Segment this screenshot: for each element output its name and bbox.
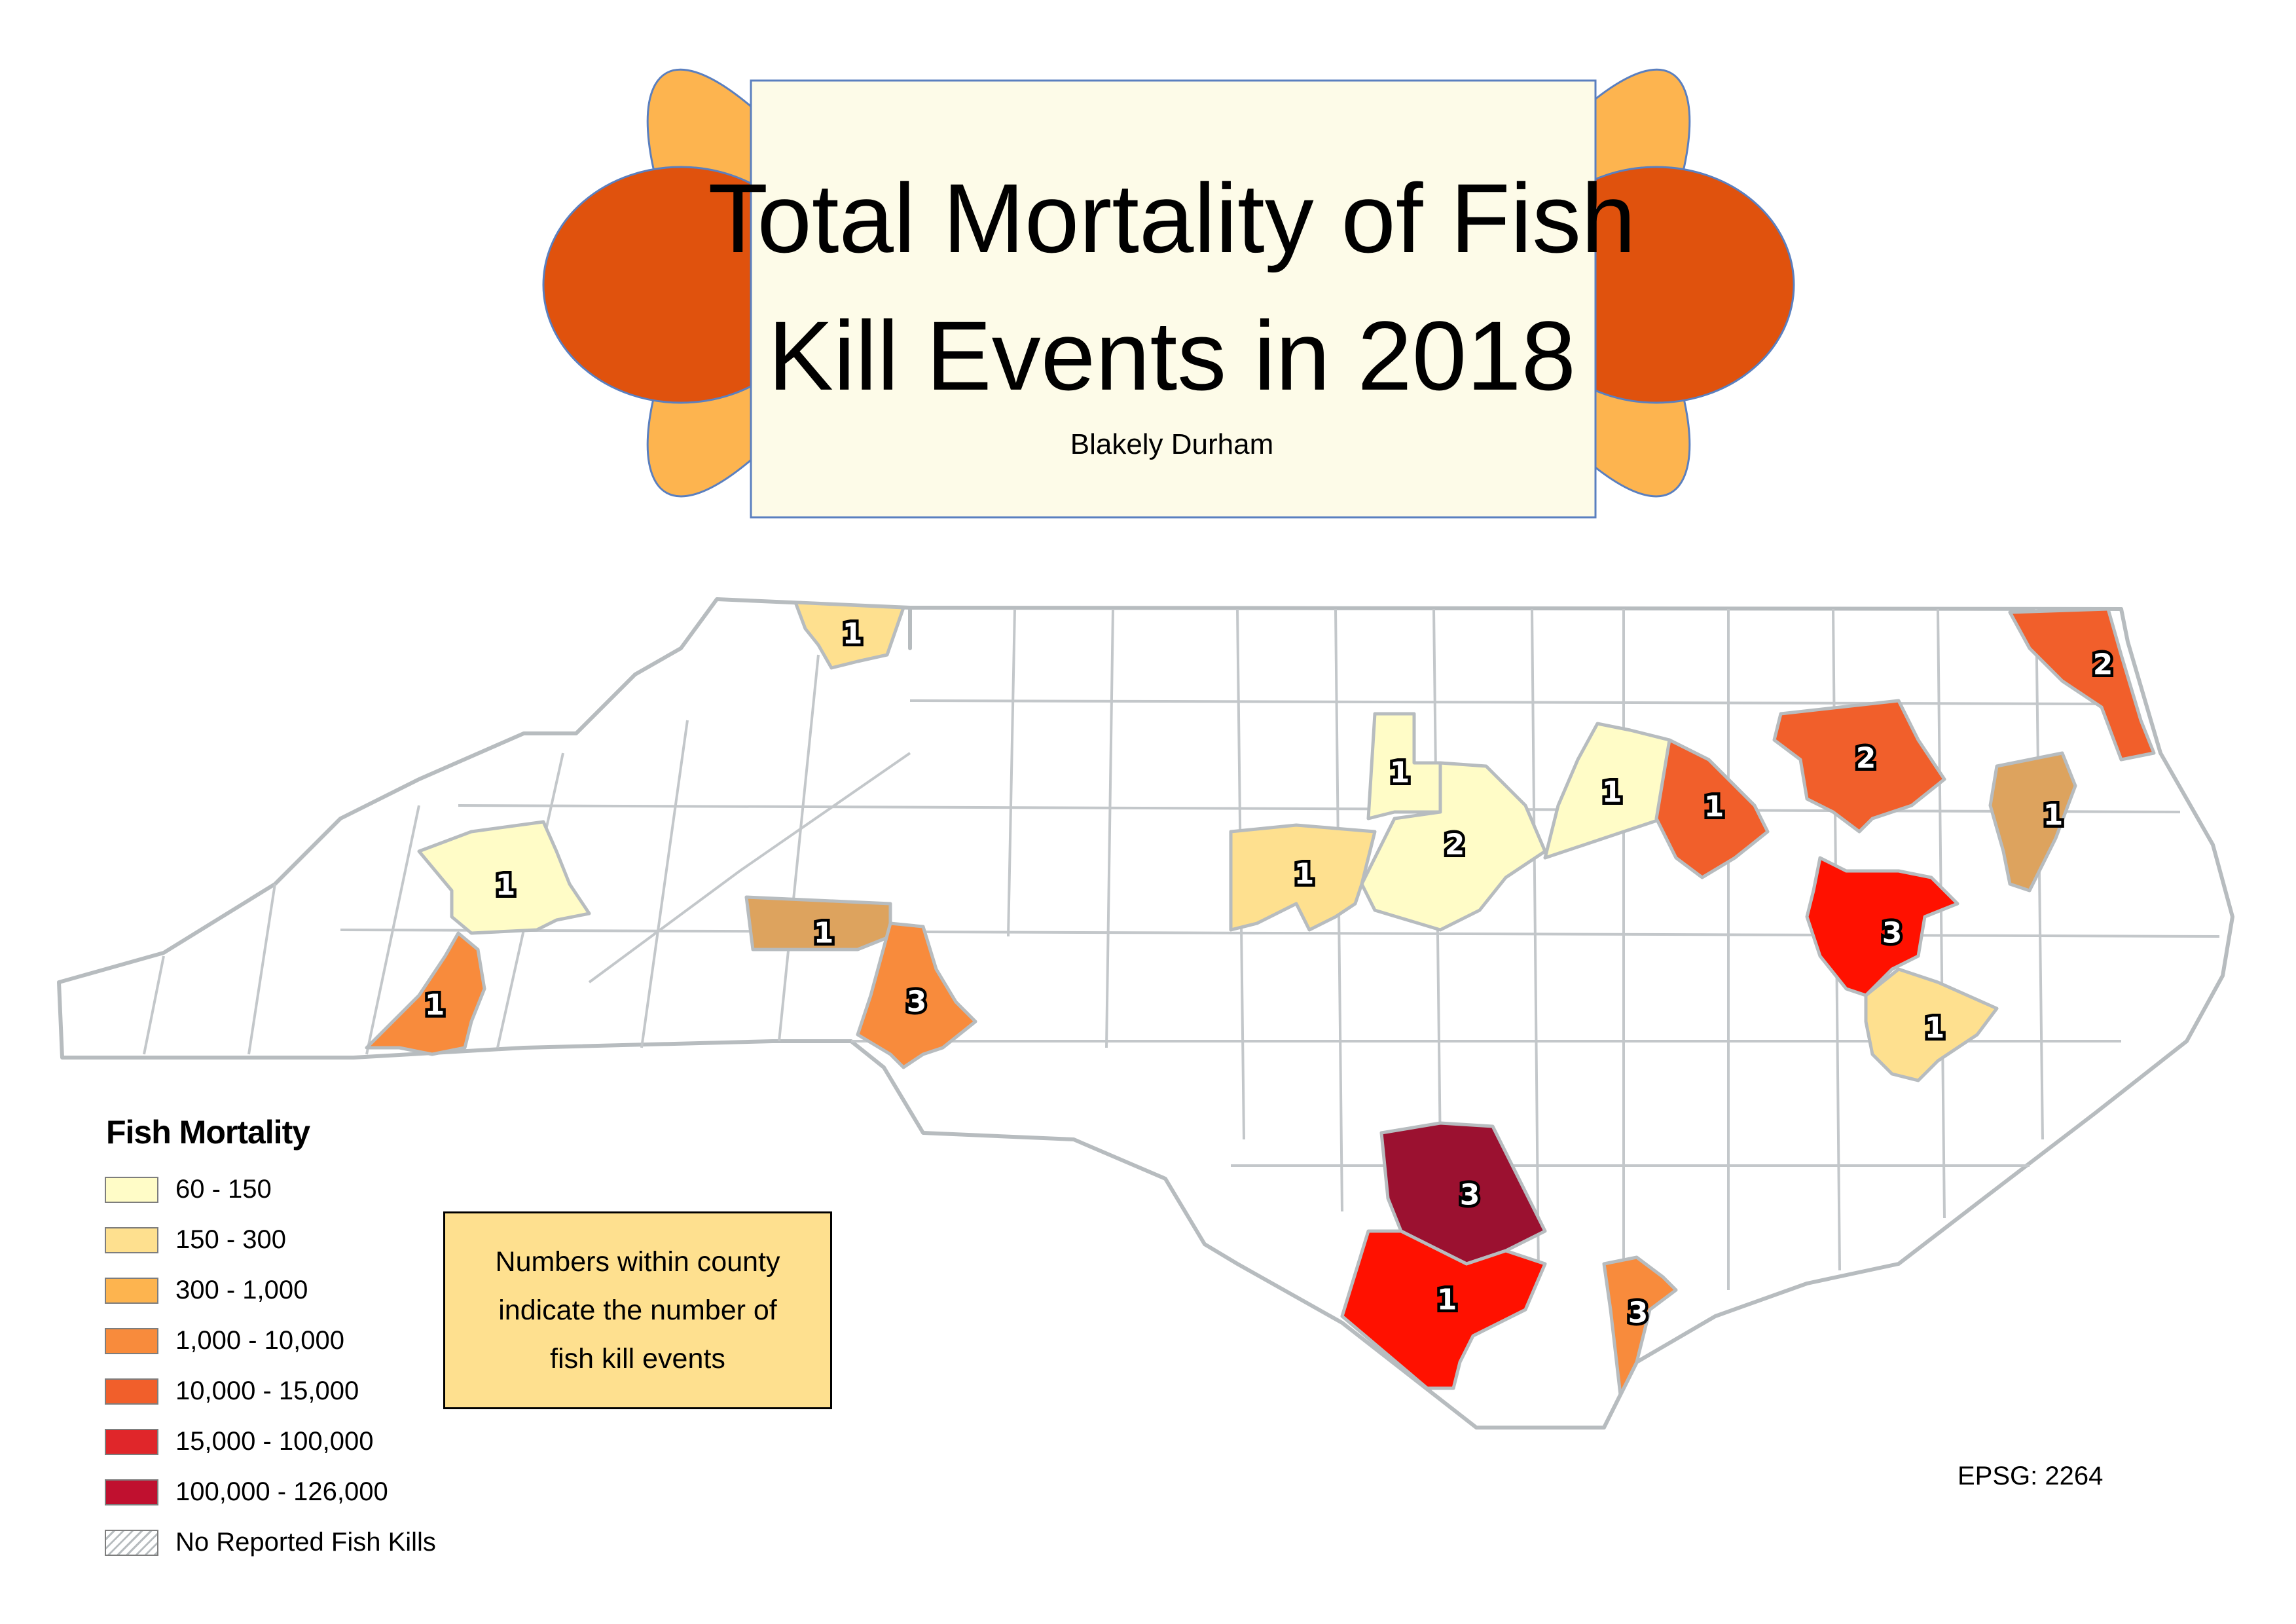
legend-label: 100,000 - 126,000 <box>175 1477 388 1506</box>
event-count-pitt: 3 <box>1882 917 1903 950</box>
legend-label: 150 - 300 <box>175 1225 287 1254</box>
county-columbus[interactable] <box>1340 1229 1547 1390</box>
legend-label: 15,000 - 100,000 <box>175 1427 374 1456</box>
title-line-1: Total Mortality of Fish <box>708 163 1635 273</box>
county-chatham[interactable] <box>1229 823 1377 932</box>
legend-item: No Reported Fish Kills <box>105 1517 471 1568</box>
legend-item: 150 - 300 <box>105 1215 471 1265</box>
title-line-2: Kill Events in 2018 <box>768 301 1576 411</box>
legend-label: 60 - 150 <box>175 1175 272 1204</box>
legend-swatch <box>105 1277 158 1304</box>
legend-label: No Reported Fish Kills <box>175 1528 436 1557</box>
event-count-person: 1 <box>1390 756 1410 790</box>
event-labels: 1 2 1 2 1 1 2 1 1 1 3 1 1 3 1 3 1 3 <box>422 614 2116 1333</box>
event-count-buncombe: 1 <box>496 869 516 902</box>
author-name: Blakely Durham <box>1070 428 1274 460</box>
title-ornament <box>542 68 1795 519</box>
title-box <box>750 79 1597 519</box>
county-ashe[interactable] <box>793 600 905 670</box>
legend-item: 60 - 150 <box>105 1164 471 1215</box>
legend-item: 15,000 - 100,000 <box>105 1416 471 1467</box>
note-line: Numbers within county <box>495 1246 780 1278</box>
legend: Fish Mortality 60 - 150 150 - 300 300 - … <box>105 1113 471 1568</box>
county-bladen[interactable] <box>1379 1121 1547 1266</box>
legend-item: 100,000 - 126,000 <box>105 1467 471 1517</box>
note-line: indicate the number of <box>498 1295 777 1326</box>
north-carolina-state <box>57 597 2234 1430</box>
county-pitt[interactable] <box>1805 856 1959 997</box>
event-count-rowan: 1 <box>814 917 834 950</box>
county-rowan[interactable] <box>744 895 892 951</box>
event-count-beaufort-north: 1 <box>2043 799 2064 832</box>
county-currituck[interactable] <box>2008 607 2156 762</box>
county-bertie[interactable] <box>1772 699 1946 834</box>
event-count-craven: 1 <box>1925 1012 1945 1045</box>
county-boundaries <box>143 608 2220 1297</box>
event-count-pender: 3 <box>1628 1297 1649 1330</box>
event-count-bertie: 2 <box>1856 742 1876 775</box>
note-line: fish kill events <box>550 1343 725 1375</box>
event-count-columbus: 1 <box>1437 1283 1457 1317</box>
county-craven[interactable] <box>1864 967 1999 1082</box>
note-box: Numbers within county indicate the numbe… <box>443 1211 832 1409</box>
event-count-franklin: 1 <box>1602 776 1622 809</box>
county-beaufort-north[interactable] <box>1988 751 2077 893</box>
legend-swatch-hatched <box>105 1529 158 1556</box>
legend-label: 300 - 1,000 <box>175 1276 308 1304</box>
county-mecklenburg[interactable] <box>856 921 977 1069</box>
event-count-bladen: 3 <box>1460 1179 1480 1212</box>
legend-title: Fish Mortality <box>106 1114 310 1151</box>
legend-swatch <box>105 1428 158 1455</box>
legend-item: 300 - 1,000 <box>105 1265 471 1316</box>
legend-label: 1,000 - 10,000 <box>175 1326 344 1355</box>
county-transylvania[interactable] <box>365 931 486 1056</box>
county-pender[interactable] <box>1602 1255 1678 1397</box>
county-buncombe[interactable] <box>417 820 591 935</box>
event-count-nash: 1 <box>1704 790 1724 824</box>
legend-item: 1,000 - 10,000 <box>105 1316 471 1366</box>
legend-swatch <box>105 1378 158 1405</box>
county-wake[interactable] <box>1360 761 1547 932</box>
county-nash[interactable] <box>1654 738 1770 879</box>
legend-swatch <box>105 1327 158 1354</box>
county-franklin[interactable] <box>1543 722 1671 860</box>
event-count-transylvania: 1 <box>425 989 445 1022</box>
legend-swatch <box>105 1176 158 1203</box>
epsg-label: EPSG: 2264 <box>1958 1462 2104 1490</box>
note-text: Numbers within county indicate the numbe… <box>467 1238 808 1383</box>
legend-swatch <box>105 1479 158 1505</box>
event-count-currituck: 2 <box>2093 648 2113 682</box>
legend-label: 10,000 - 15,000 <box>175 1376 359 1405</box>
county-layer <box>365 600 2156 1397</box>
legend-item: 10,000 - 15,000 <box>105 1366 471 1416</box>
event-count-mecklenburg: 3 <box>907 986 927 1019</box>
event-count-wake: 2 <box>1445 828 1465 862</box>
event-count-chatham: 1 <box>1294 858 1315 891</box>
legend-swatch <box>105 1227 158 1253</box>
event-count-ashe: 1 <box>843 618 863 651</box>
